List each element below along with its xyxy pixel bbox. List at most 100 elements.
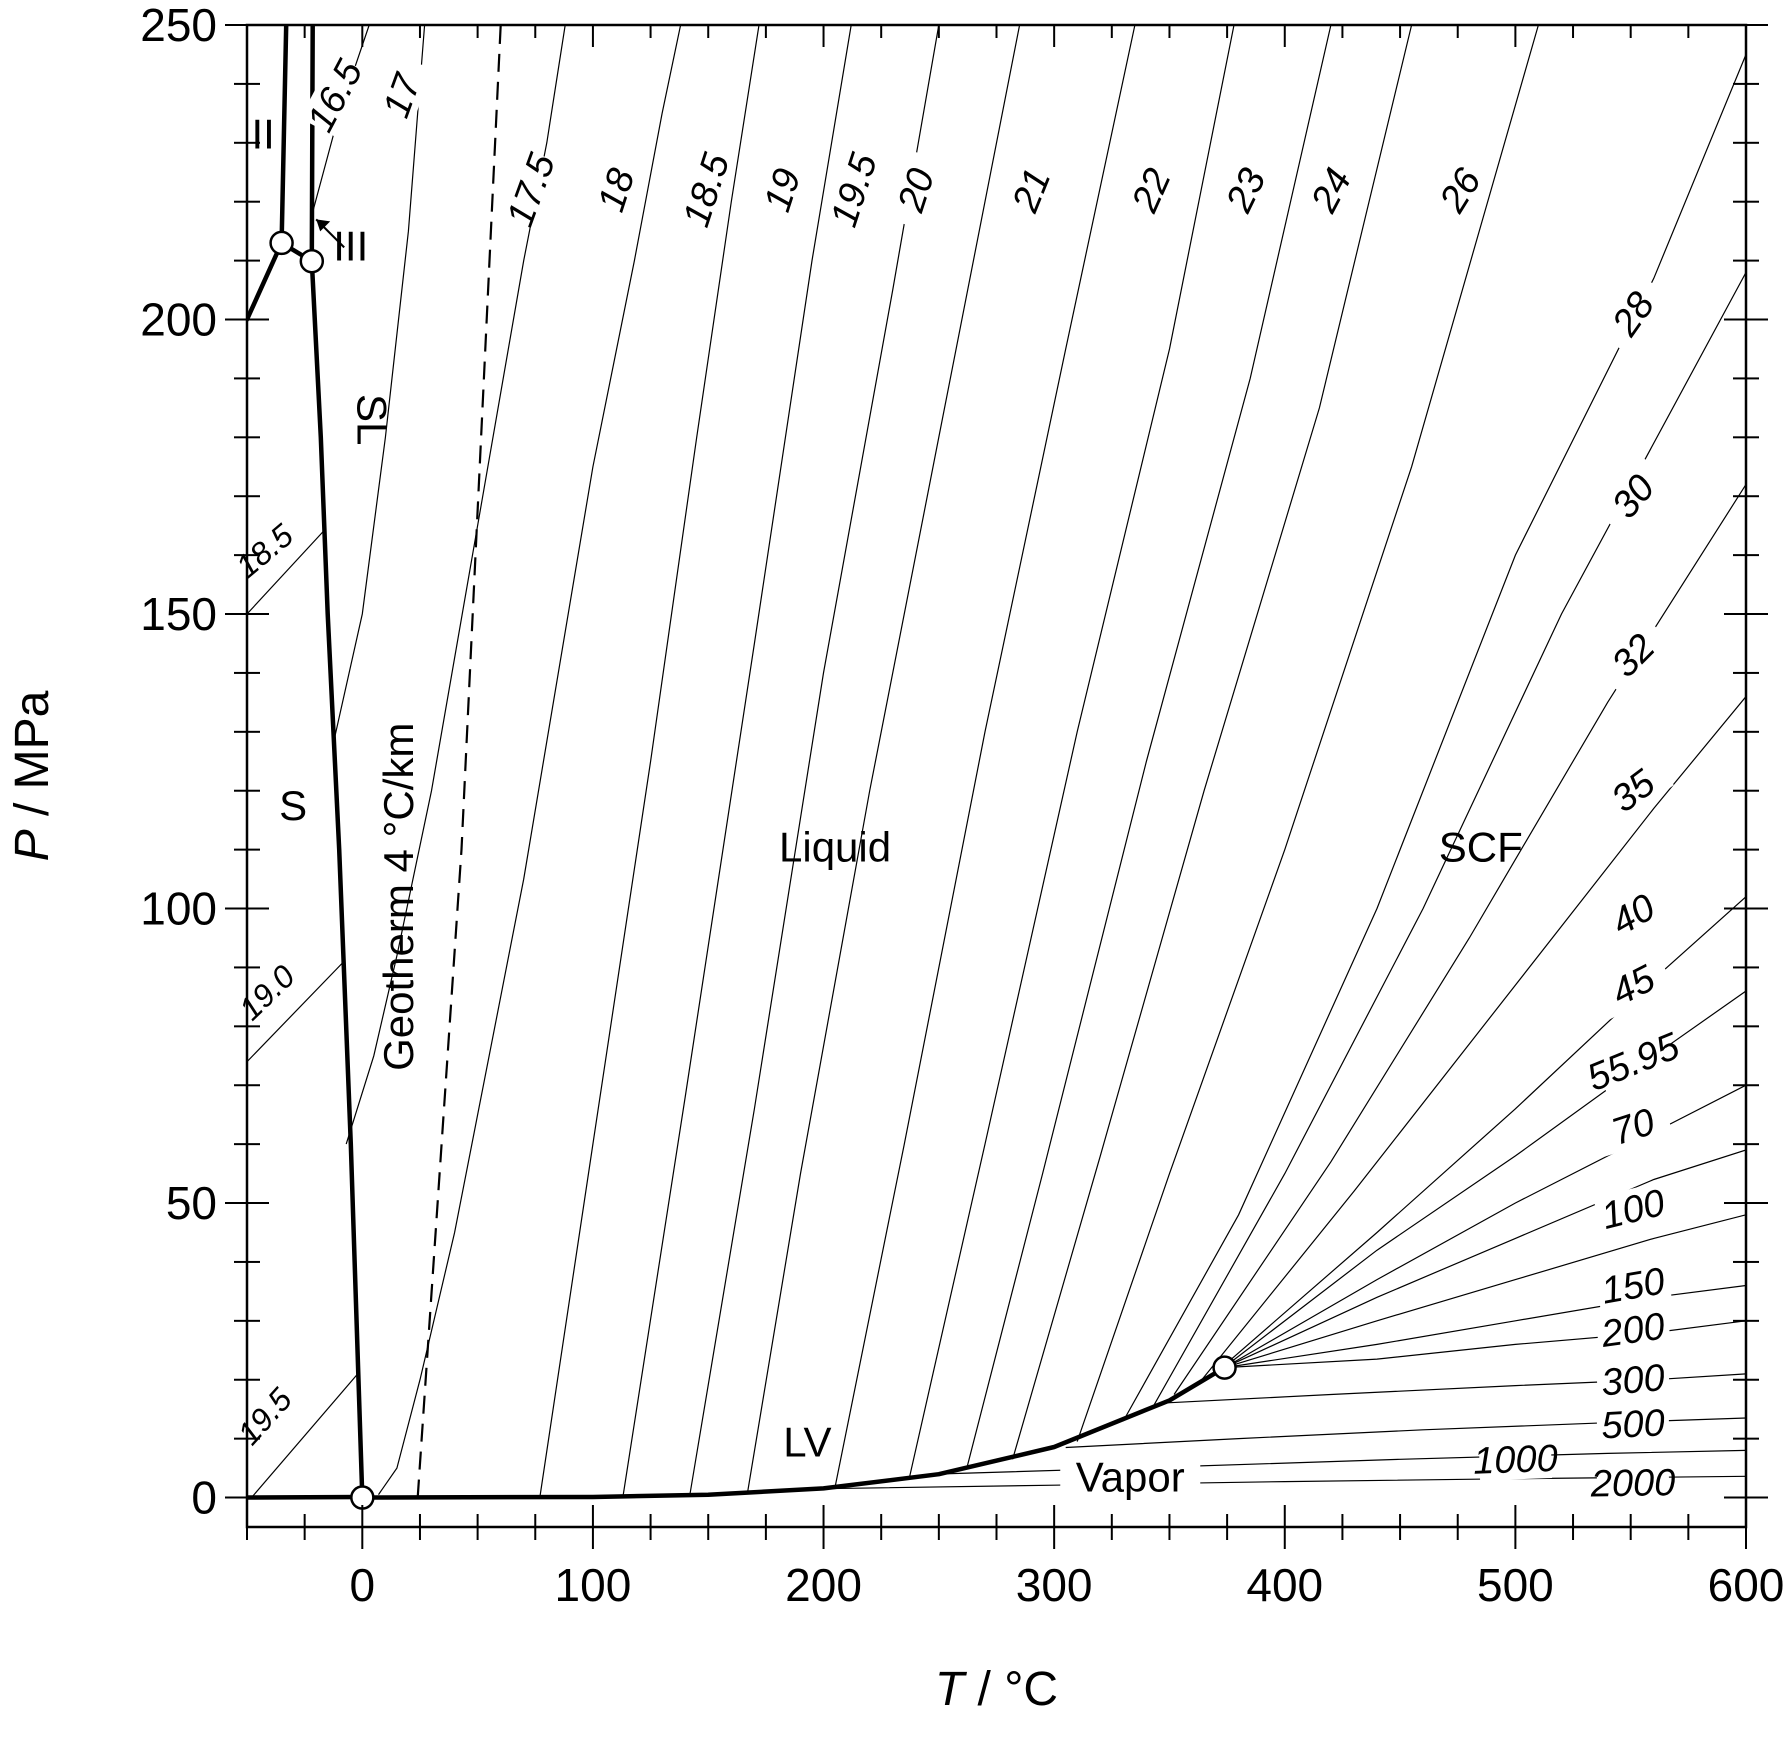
isochore-liquid-26 <box>1076 25 1539 1442</box>
y-tick-label: 50 <box>166 1177 217 1229</box>
region-label-s: S <box>279 782 307 829</box>
isochore-solid-18-5 <box>247 531 324 615</box>
isochore-liquid-22 <box>908 25 1235 1481</box>
isochore-fan-32 <box>1173 484 1746 1395</box>
isochore-liquid-17 <box>334 25 426 738</box>
isochore-label-100: 100 <box>1597 1182 1669 1238</box>
isochore-label-bg <box>1591 950 1675 1020</box>
isochore-label-200: 200 <box>1598 1305 1668 1356</box>
y-tick-label: 100 <box>140 883 217 935</box>
isochore-label-bg <box>823 149 884 231</box>
isochore-label-bg <box>1595 1356 1671 1403</box>
isochore-label-bg <box>1594 1304 1672 1355</box>
isochore-label-bg <box>1478 1438 1553 1481</box>
region-label-lv: LV <box>783 1418 831 1465</box>
critical-point <box>1212 1355 1237 1380</box>
isochore-label-bg <box>1593 1180 1673 1238</box>
isochore-label-2000: 2000 <box>1589 1462 1675 1505</box>
isochore-label-bg <box>885 149 946 231</box>
isochore-label-bg <box>1423 148 1497 232</box>
isochore-label-bg <box>675 149 737 231</box>
isochore-lines <box>247 25 1746 1498</box>
isochore-fan-70 <box>1224 1149 1746 1369</box>
isochore-label-bg <box>1211 148 1280 232</box>
region-label-ii: II <box>251 111 274 158</box>
region-label-liquid: Liquid <box>779 823 891 870</box>
isochore-label-bg <box>1596 1402 1670 1446</box>
isochore-fan-28 <box>1122 54 1746 1422</box>
plot-frame <box>245 23 1748 1529</box>
x-tick-label: 100 <box>555 1559 632 1611</box>
isochore-label-300: 300 <box>1600 1357 1667 1404</box>
boundary-ice-ih-melting <box>309 258 365 1500</box>
isochore-fan-2000 <box>823 1475 1746 1490</box>
isochore-fan-150 <box>1224 1284 1746 1369</box>
isochore-liquid-19 <box>622 25 852 1498</box>
isochore-liquid-23 <box>965 25 1332 1470</box>
isochore-label-55-95: 55.95 <box>1581 1025 1686 1100</box>
boundary-ice-ii <box>279 25 289 246</box>
isochore-label-bg <box>751 149 813 231</box>
isochore-label-bg <box>225 951 306 1031</box>
isochore-label-bg <box>1594 1259 1672 1312</box>
isochore-label-19-5: 19.5 <box>823 148 886 232</box>
isochore-label-bg <box>1296 148 1366 232</box>
x-tick-label: 300 <box>1016 1559 1093 1611</box>
y-axis-variable: P <box>6 829 59 861</box>
x-tick-label: 600 <box>1708 1559 1785 1611</box>
x-tick-label: 400 <box>1246 1559 1323 1611</box>
isochore-label-bg <box>370 55 433 137</box>
isochore-liquid-21 <box>834 25 1136 1488</box>
y-tick-label: 0 <box>191 1472 217 1524</box>
x-axis-unit: / °C <box>964 1663 1058 1716</box>
boundary-ice-iii-melting <box>309 25 315 264</box>
y-tick-label: 200 <box>140 294 217 346</box>
x-tick-label: 500 <box>1477 1559 1554 1611</box>
isochore-liquid-24 <box>1012 25 1413 1460</box>
isochore-label-bg <box>1118 148 1184 231</box>
isochore-solid-19-5 <box>251 1373 359 1498</box>
y-axis-label: P / MPa <box>6 690 59 861</box>
region-label-scf: SCF <box>1439 823 1523 870</box>
boundary-liquid-vapor <box>360 1365 1227 1500</box>
x-tick-label: 0 <box>350 1559 376 1611</box>
isochore-label-bg <box>585 149 647 231</box>
region-label-iii: III <box>333 223 368 270</box>
x-tick-label: 200 <box>785 1559 862 1611</box>
isochore-fan-200 <box>1224 1320 1746 1369</box>
ice-iii-arrowhead <box>316 219 331 232</box>
isochore-label-bg <box>499 149 562 231</box>
y-axis-unit: / MPa <box>6 690 59 829</box>
isochore-label-500: 500 <box>1600 1402 1666 1447</box>
triple-point <box>269 230 294 256</box>
isochore-fan-55-95 <box>1224 1084 1746 1369</box>
isochore-fan-100 <box>1224 1214 1746 1369</box>
y-tick-label: 250 <box>140 0 217 51</box>
x-axis-label: T / °C <box>935 1663 1058 1716</box>
isochore-label-150: 150 <box>1598 1260 1668 1312</box>
isochore-label-bg <box>224 1374 303 1456</box>
y-tick-label: 150 <box>140 588 217 640</box>
triple-point <box>299 248 325 274</box>
isochore-label-bg <box>1592 753 1674 829</box>
region-label-geotherm-4-c-km: Geotherm 4 °C/km <box>375 723 422 1071</box>
isochore-fan-40 <box>1210 896 1746 1378</box>
isochore-fan-35 <box>1196 696 1746 1386</box>
geotherm-line <box>416 25 502 1498</box>
x-axis-variable: T <box>935 1663 968 1716</box>
isochore-label-bg <box>1595 272 1671 355</box>
isochore-fan-45 <box>1217 990 1746 1373</box>
isochore-fan-300 <box>1157 1373 1746 1404</box>
isochore-solid-19-0 <box>247 961 345 1063</box>
isochore-label-bg <box>1591 879 1675 950</box>
isochore-label-bg <box>222 510 304 588</box>
region-label-sl: SL <box>349 394 396 445</box>
isochore-label-bg <box>1592 1096 1674 1157</box>
isochore-label-1000: 1000 <box>1472 1438 1558 1483</box>
isochore-liquid-18-5 <box>539 25 760 1498</box>
isochore-label-bg <box>999 149 1064 231</box>
boundary-ice-ih-ii <box>247 240 284 322</box>
